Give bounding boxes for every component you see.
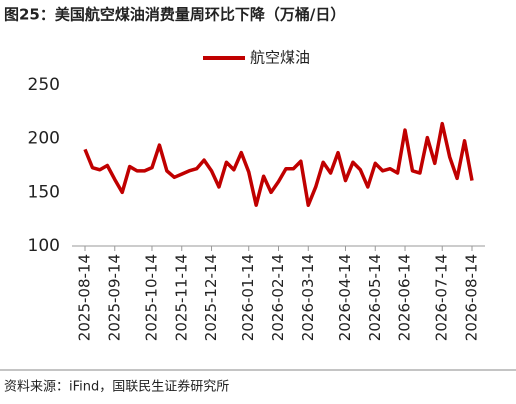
x-tick-label: 2025-10-14 [142,254,160,341]
line-series [83,121,474,207]
x-tick-label: 2025-09-14 [105,254,123,341]
y-tick-label: 100 [28,236,60,256]
x-tick-label: 2026-02-14 [269,254,287,341]
x-tick-label: 2026-04-14 [336,254,354,341]
legend-label: 航空煤油 [250,49,310,67]
x-tick-label: 2026-06-14 [396,254,414,341]
x-tick-label: 2026-03-14 [299,254,317,341]
source: 资料来源：iFind，国联民生证券研究所 [4,379,229,395]
y-tick-label: 250 [28,75,60,95]
y-tick-label: 200 [28,129,60,149]
x-tick-label: 2026-07-14 [433,254,451,341]
x-tick-label: 2025-12-14 [202,254,220,341]
x-tick-label: 2026-01-14 [239,254,257,341]
x-tick-label: 2025-11-14 [172,254,190,341]
x-tick-label: 2025-08-14 [76,254,94,341]
y-tick-label: 150 [28,182,60,202]
x-tick-label: 2026-05-14 [366,254,384,341]
x-tick-label: 2026-08-14 [463,254,481,341]
chart-title: 图25：美国航空煤油消费量周环比下降（万桶/日） [4,6,345,24]
